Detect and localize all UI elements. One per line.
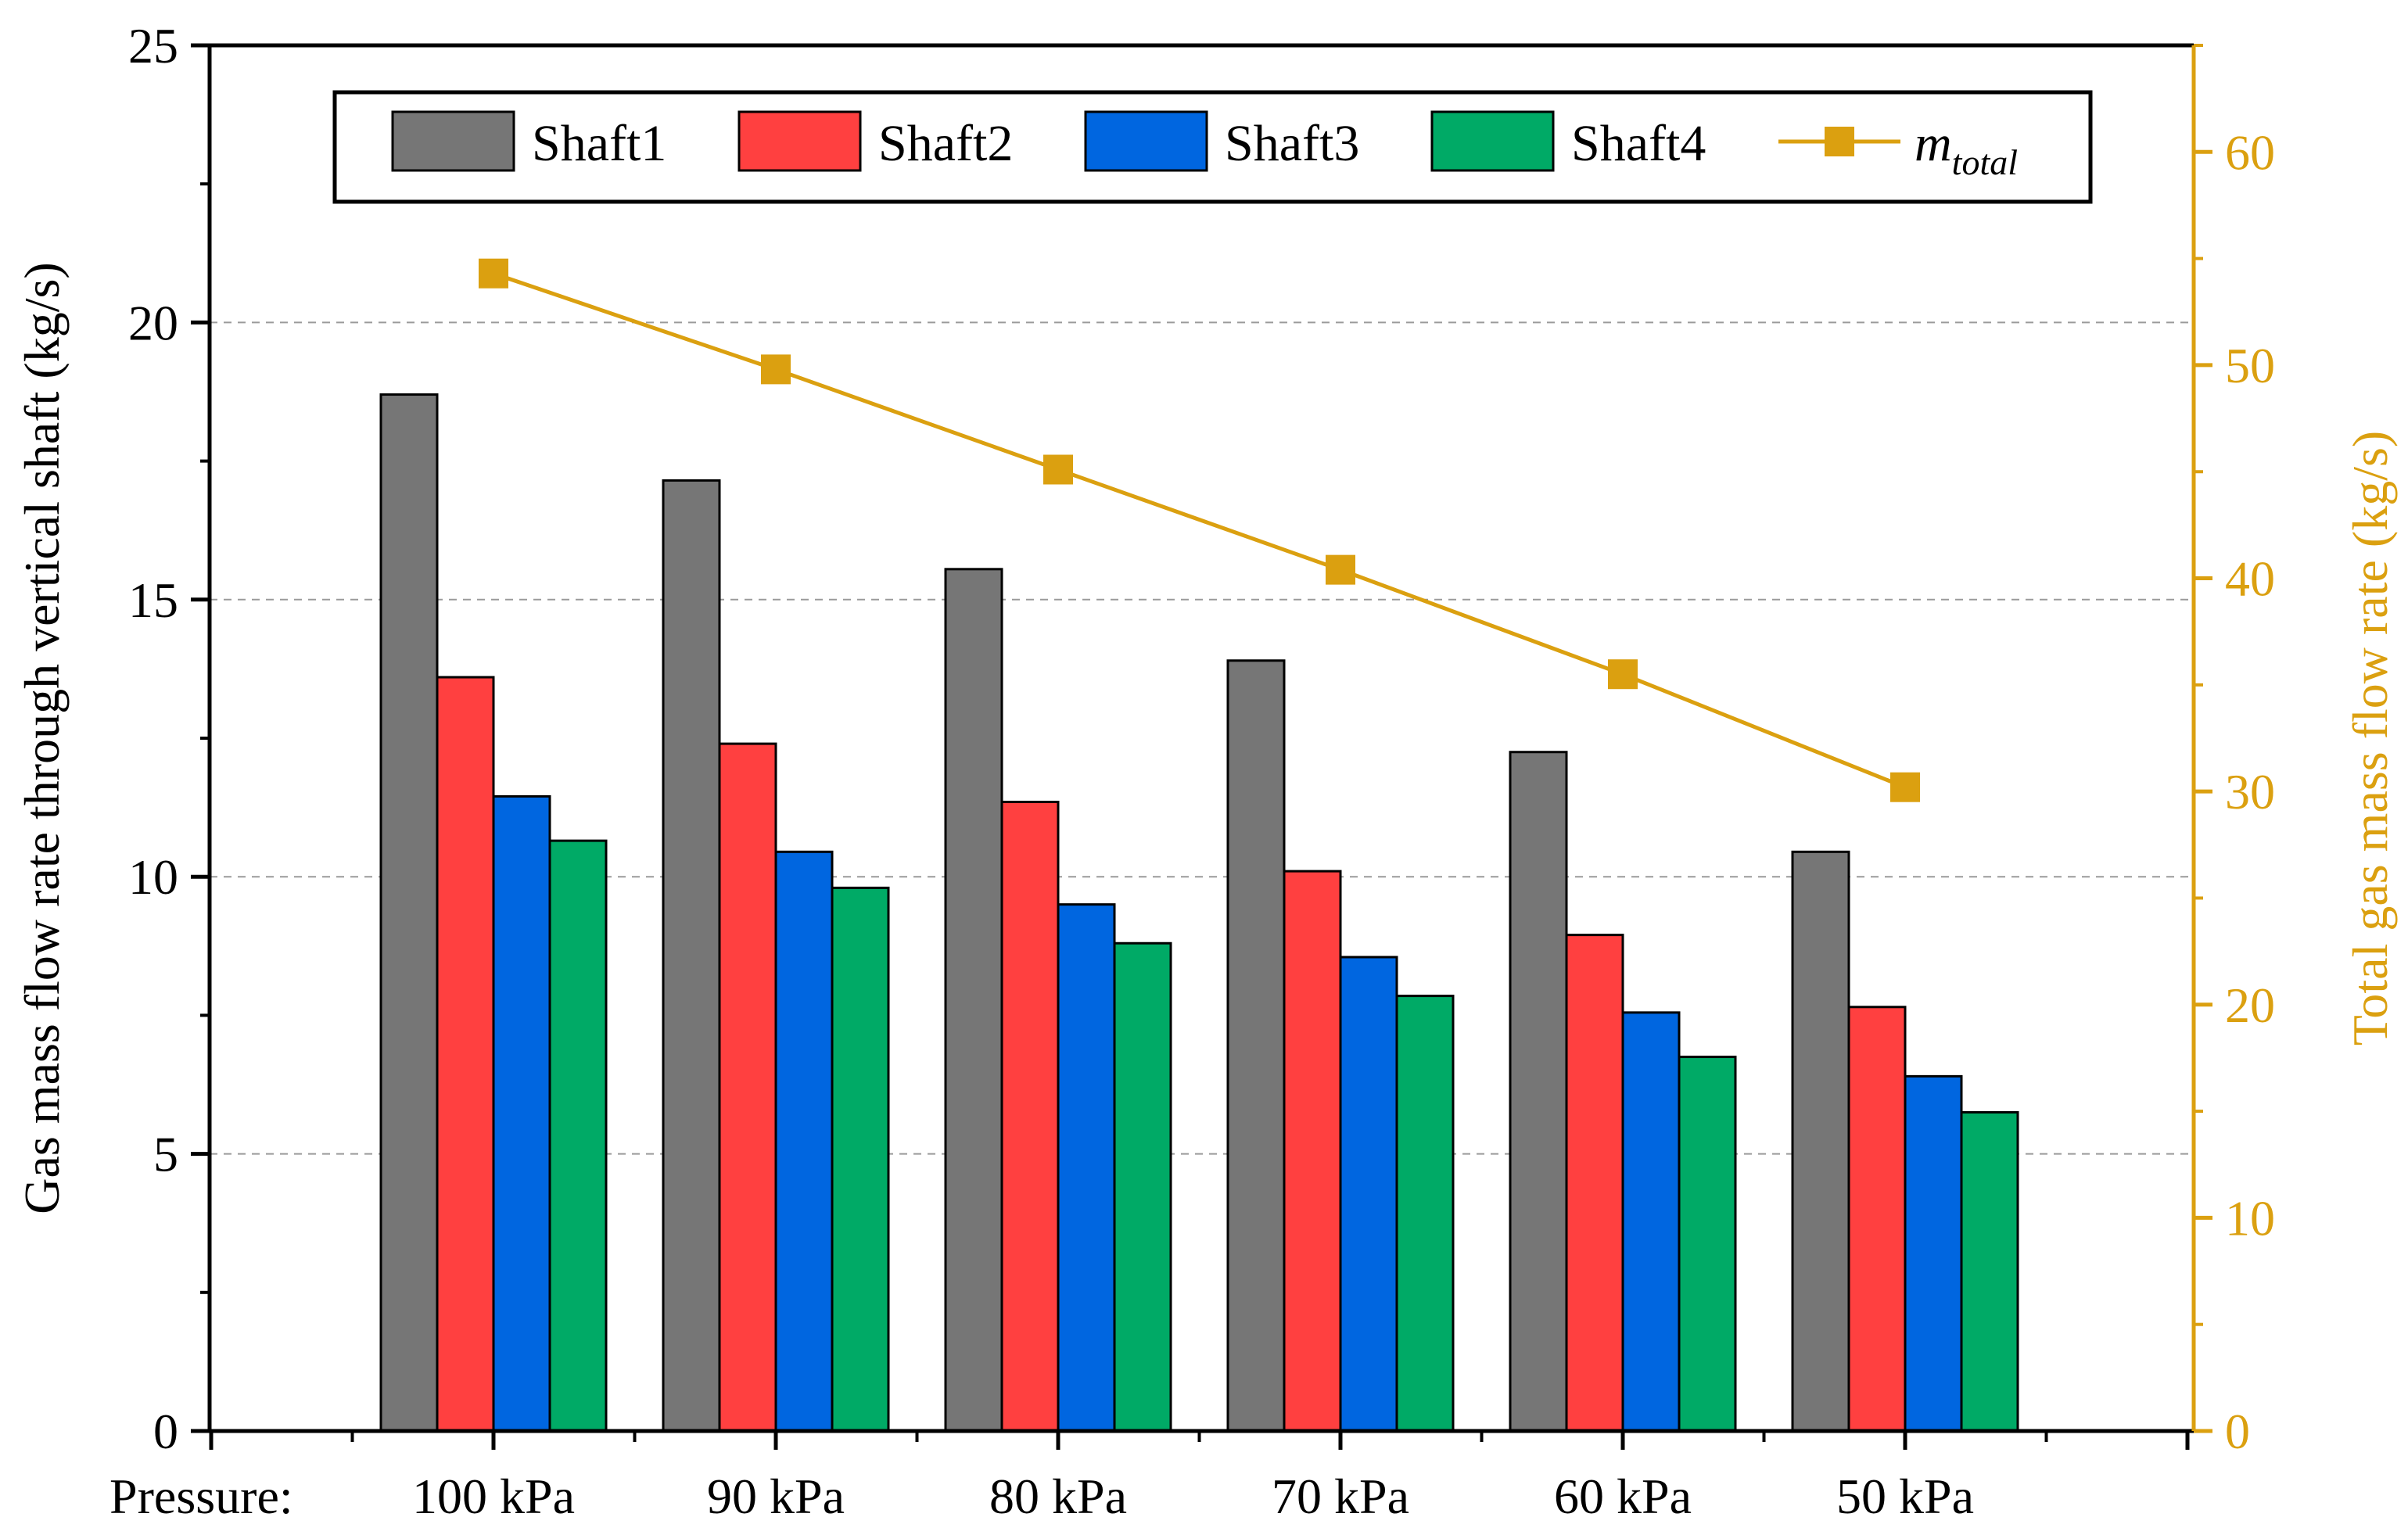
left-tick-label: 20 [128,295,178,350]
left-tick-label: 15 [128,572,178,628]
total-point-2 [1043,454,1073,485]
right-tick-label: 50 [2225,338,2275,393]
x-tick-label: 60 kPa [1554,1469,1692,1524]
bar-shaft1-4 [1509,751,1568,1433]
total-line-path [493,271,1906,790]
legend-label-shaft3: Shaft3 [1225,115,1359,172]
bar-shaft3-4 [1621,1011,1681,1433]
legend-line-marker [1825,127,1854,156]
legend-swatch-shaft3 [1084,110,1208,172]
legend-swatch-shaft1 [391,110,515,172]
left-tick-label: 5 [153,1127,178,1182]
legend-label-shaft4: Shaft4 [1571,115,1706,172]
legend-label-total: mtotal [1915,115,2018,182]
bar-shaft1-3 [1226,659,1286,1433]
x-tick-label: 80 kPa [989,1469,1127,1524]
legend-box [332,90,2093,204]
legend-label-total-sub: total [1952,142,2018,182]
bar-shaft2-5 [1847,1006,1907,1433]
bar-marks [379,393,2019,1433]
bar-shaft3-1 [774,850,834,1433]
bar-shaft2-2 [1000,801,1060,1433]
total-line [479,258,1920,802]
bar-shaft2-3 [1283,870,1342,1433]
y-axis-title: Gas mass flow rate through vertical shaf… [14,262,70,1214]
bar-shaft2-1 [718,742,777,1433]
legend-label-total-main: m [1915,115,1952,172]
right-tick-label: 0 [2225,1404,2250,1459]
bar-shaft3-5 [1904,1074,1963,1433]
bar-shaft3-0 [492,794,551,1433]
total-point-1 [761,354,791,385]
bar-shaft4-2 [1113,941,1172,1433]
legend-swatch-shaft2 [737,110,862,172]
left-tick-label: 25 [128,18,178,74]
bar-shaft2-4 [1565,934,1624,1433]
right-tick-label: 10 [2225,1190,2275,1246]
total-point-4 [1608,659,1638,690]
bar-shaft4-1 [831,886,890,1433]
bar-shaft1-2 [944,568,1003,1433]
x-tick-label: 70 kPa [1272,1469,1409,1524]
bar-shaft3-3 [1339,956,1398,1433]
bar-shaft4-0 [548,839,608,1433]
legend-label-shaft2: Shaft2 [878,115,1013,172]
total-point-0 [479,258,508,289]
right-tick-label: 60 [2225,124,2275,180]
left-tick-label: 10 [128,849,178,905]
right-tick-label: 20 [2225,977,2275,1033]
left-tick-label: 0 [153,1404,178,1459]
y-axis-right-title: Total gas mass flow rate (kg/s) [2342,431,2398,1045]
axes: 0 5 10 15 20 25 0 10 20 30 40 50 60 Pressure: 100 kPa 9… [14,18,2398,1524]
bar-shaft1-0 [379,393,439,1433]
bar-shaft4-5 [1960,1110,2019,1433]
bar-shaft2-0 [436,676,495,1433]
bar-shaft3-2 [1057,903,1116,1433]
right-tick-label: 30 [2225,764,2275,820]
right-tick-label: 40 [2225,551,2275,607]
legend: Shaft1 Shaft2 Shaft3 Shaft4 mtotal [332,90,2093,204]
bar-shaft1-1 [662,479,721,1433]
total-point-3 [1326,554,1355,585]
bar-shaft1-5 [1791,850,1850,1433]
x-tick-label: 50 kPa [1836,1469,1974,1524]
legend-swatch-shaft4 [1430,110,1555,172]
x-axis-prefix: Pressure: [109,1469,293,1524]
x-tick-label: 100 kPa [412,1469,575,1524]
total-point-5 [1890,772,1920,802]
x-tick-label: 90 kPa [707,1469,845,1524]
bar-shaft4-3 [1395,995,1455,1433]
bar-shaft4-4 [1678,1056,1737,1433]
legend-label-shaft1: Shaft1 [532,115,666,172]
